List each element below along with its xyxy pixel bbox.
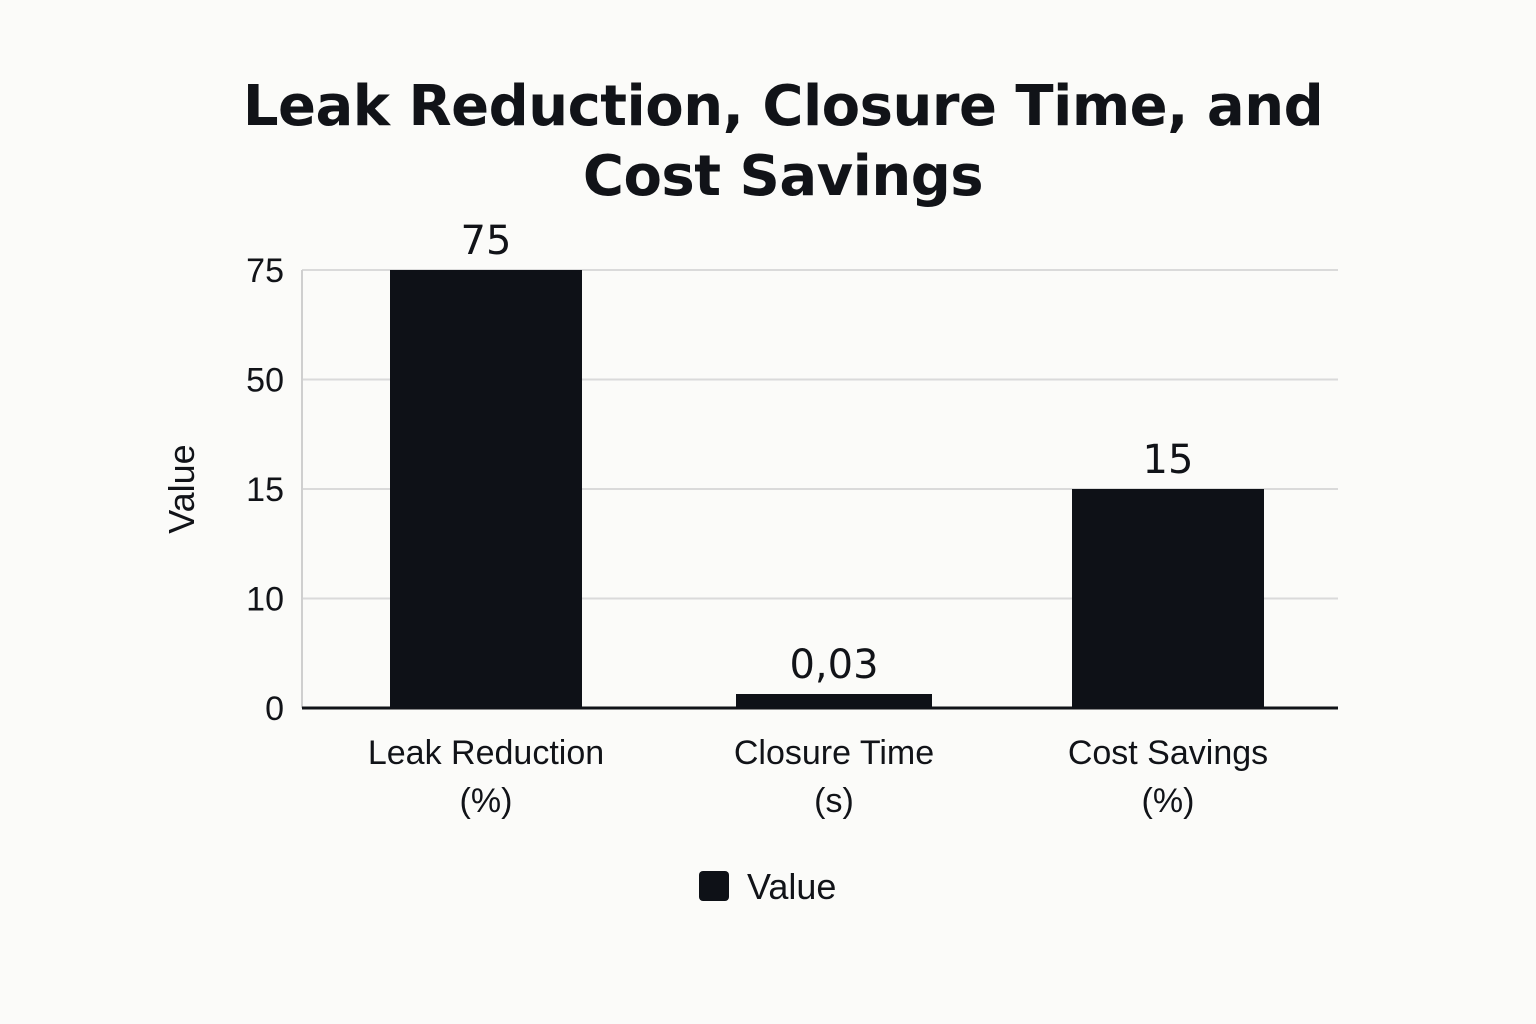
x-tick-label: Closure Time (734, 734, 934, 772)
bar (1072, 489, 1264, 708)
y-tick-label: 75 (246, 252, 284, 290)
y-tick-label: 50 (246, 362, 284, 400)
chart-title-line: Leak Reduction, Closure Time, and (242, 74, 1324, 139)
y-tick-label: 0 (265, 690, 284, 728)
y-tick-label: 15 (246, 471, 284, 509)
x-tick-label: Cost Savings (1068, 734, 1268, 772)
y-axis-title: Value (161, 444, 202, 533)
x-tick-label: Leak Reduction (368, 734, 604, 772)
bar (736, 694, 932, 708)
data-label: 75 (461, 218, 512, 264)
x-tick-label: (s) (814, 782, 854, 820)
x-tick-label: (%) (1142, 782, 1195, 820)
legend-label: Value (747, 866, 836, 907)
legend-swatch (699, 871, 729, 901)
chart-title: Leak Reduction, Closure Time, and Cost S… (168, 72, 1398, 212)
y-tick-label: 10 (246, 581, 284, 619)
data-label: 15 (1143, 437, 1194, 483)
x-tick-label: (%) (460, 782, 513, 820)
data-label: 0,03 (789, 642, 878, 688)
bar (390, 270, 582, 708)
chart-title-line: Cost Savings (582, 144, 984, 209)
